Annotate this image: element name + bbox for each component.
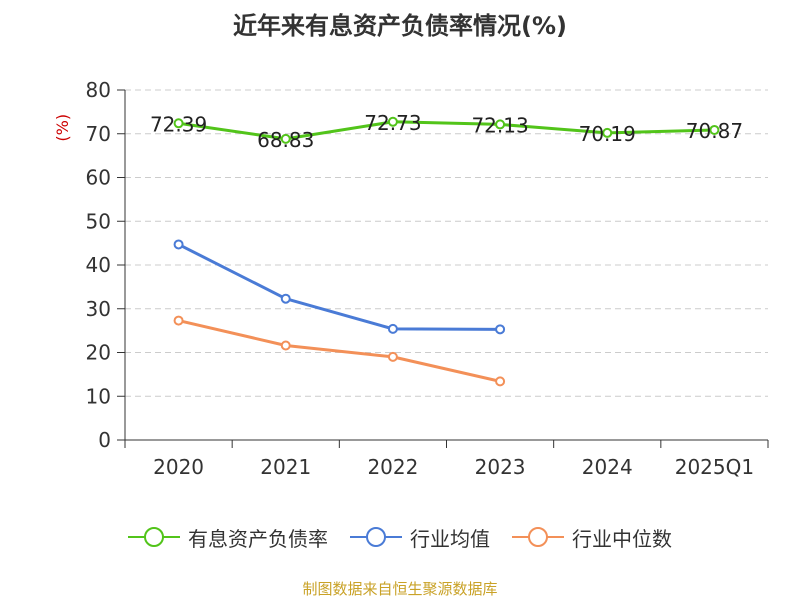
data-point — [173, 315, 184, 326]
data-label: 72.39 — [150, 112, 207, 136]
data-label: 70.87 — [686, 119, 743, 143]
y-tick-label: 20 — [86, 341, 111, 365]
legend-label: 行业均值 — [410, 526, 490, 551]
legend-item[interactable]: 有息资产负债率 — [128, 523, 328, 552]
data-point — [280, 133, 291, 144]
x-tick-label: 2020 — [153, 455, 204, 479]
y-tick-label: 60 — [86, 166, 111, 190]
y-tick-label: 0 — [98, 428, 111, 452]
data-point — [602, 127, 613, 138]
data-label: 70.19 — [579, 122, 636, 146]
chart-title: 近年来有息资产负债率情况(%) — [233, 12, 567, 40]
source-note: 制图数据来自恒生聚源数据库 — [302, 580, 498, 598]
data-label: 68.83 — [257, 128, 314, 152]
data-point — [173, 118, 184, 129]
y-tick-label: 40 — [86, 253, 111, 277]
legend-item[interactable]: 行业中位数 — [512, 523, 672, 552]
data-point — [495, 376, 506, 387]
y-tick-label: 50 — [86, 209, 111, 233]
data-label: 72.73 — [364, 111, 421, 135]
legend-swatch-marker — [528, 527, 548, 547]
series-line — [178, 319, 501, 383]
legend-label: 行业中位数 — [572, 526, 672, 551]
x-tick-label: 2025Q1 — [675, 455, 754, 479]
legend-swatch — [512, 527, 564, 547]
x-tick-label: 2022 — [367, 455, 418, 479]
data-point — [387, 323, 398, 334]
x-tick-label: 2023 — [475, 455, 526, 479]
legend-label: 有息资产负债率 — [188, 526, 328, 551]
y-tick-label: 80 — [86, 78, 111, 102]
legend-swatch-marker — [144, 527, 164, 547]
data-label: 72.13 — [471, 113, 528, 137]
data-point — [280, 340, 291, 351]
legend-swatch — [128, 527, 180, 547]
x-tick-label: 2021 — [260, 455, 311, 479]
data-point — [173, 239, 184, 250]
legend-swatch — [350, 527, 402, 547]
data-point — [387, 351, 398, 362]
y-tick-label: 10 — [86, 384, 111, 408]
y-axis-label: (%) — [53, 114, 72, 142]
data-point — [495, 119, 506, 130]
series-line — [178, 120, 715, 141]
data-point — [387, 116, 398, 127]
data-point — [495, 324, 506, 335]
data-point — [280, 293, 291, 304]
grid-lines — [125, 89, 768, 397]
series-line — [177, 243, 501, 331]
legend: 有息资产负债率 行业均值 行业中位数 — [0, 522, 800, 552]
y-tick-label: 70 — [86, 122, 111, 146]
legend-item[interactable]: 行业均值 — [350, 523, 490, 552]
x-tick-label: 2024 — [582, 455, 633, 479]
data-point — [709, 124, 720, 135]
y-tick-label: 30 — [86, 297, 111, 321]
data-labels: 72.39 68.83 72.73 72.13 70.19 70.87 — [150, 111, 743, 152]
series-lines — [173, 116, 720, 387]
legend-swatch-marker — [366, 527, 386, 547]
axes: 0 10 20 30 40 50 60 70 80 (%) 2020 2021 2022 2023 2024… — [53, 78, 769, 479]
